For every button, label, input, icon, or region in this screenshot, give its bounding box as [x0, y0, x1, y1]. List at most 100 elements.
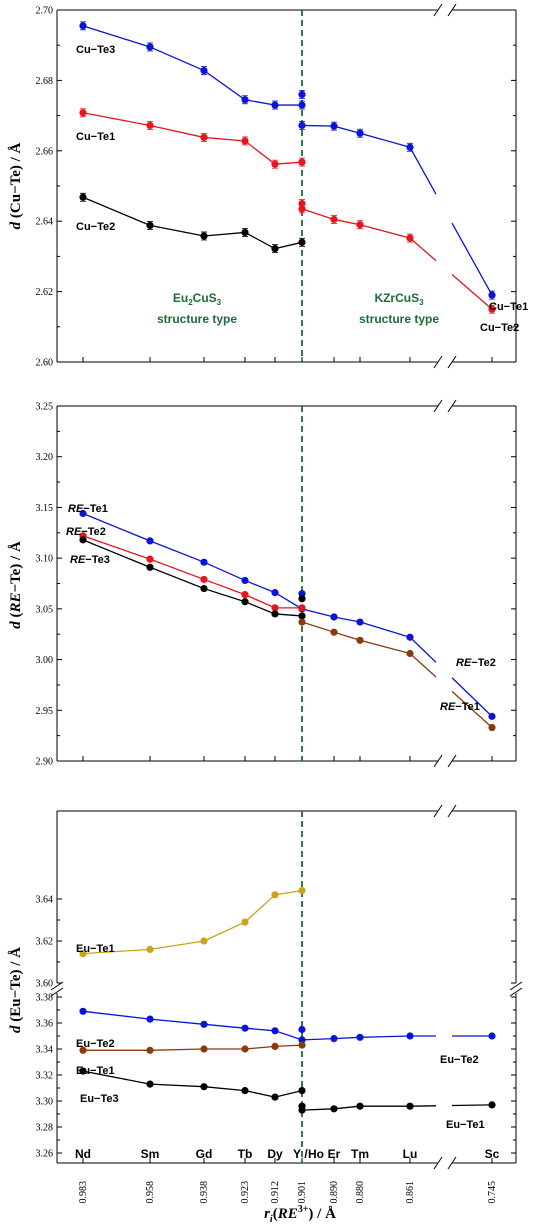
data-point — [488, 1032, 496, 1040]
y-tick-label: 3.05 — [36, 604, 54, 615]
data-point — [356, 618, 364, 626]
structure-type-left: Eu2CuS3 — [173, 291, 222, 307]
data-point — [298, 200, 306, 208]
category-label-dy: Dy — [267, 1147, 283, 1161]
series-line — [451, 1104, 493, 1107]
data-point — [241, 1087, 249, 1095]
axis-break-mark — [433, 3, 443, 17]
panel-eu-te: 3.60 3.62 3.64 3.26 3.28 3.30 3.32 3.34 3.36 3.38… — [8, 804, 523, 1170]
axis-break-mark — [433, 754, 443, 768]
y-tick-label: 3.32 — [36, 1071, 54, 1082]
axis-break-mark — [447, 399, 457, 413]
series-line — [82, 539, 303, 617]
data-point — [298, 1087, 306, 1095]
series-label: Cu−Te2 — [480, 322, 519, 334]
category-label-gd: Gd — [196, 1147, 213, 1161]
y-tick-label: 3.10 — [36, 554, 54, 565]
data-point — [406, 1102, 414, 1110]
axis-break-mark — [433, 1156, 443, 1170]
radius-tick-label: 0.890 — [329, 1181, 340, 1204]
data-point — [271, 1042, 279, 1050]
y-tick-label: 3.15 — [36, 503, 54, 514]
radius-tick-label: 0.938 — [199, 1181, 210, 1204]
data-point — [330, 1105, 338, 1113]
data-point — [146, 121, 154, 130]
data-point — [271, 589, 279, 597]
series — [79, 1007, 496, 1044]
axis-break-mark — [50, 987, 64, 997]
series-line — [301, 124, 411, 148]
radius-tick-label: 0.901 — [297, 1181, 308, 1204]
y-axis-label: d (Cu−Te) / Å — [8, 142, 24, 229]
category-label-ho: Ho — [308, 1147, 324, 1161]
data-point — [241, 598, 249, 606]
series-line — [82, 1070, 303, 1098]
category-label-er: Er — [328, 1147, 341, 1161]
data-point — [79, 536, 87, 544]
data-point — [298, 205, 306, 213]
data-point — [200, 1020, 208, 1028]
series-line — [82, 112, 303, 165]
y-tick-label: 3.20 — [36, 452, 54, 463]
axis-break-mark — [433, 399, 443, 413]
y-tick-label: 2.66 — [36, 146, 54, 157]
data-point — [200, 1045, 208, 1053]
data-point — [356, 221, 364, 229]
data-point — [488, 305, 496, 313]
data-point — [146, 1015, 154, 1023]
data-point — [298, 595, 306, 603]
series-line — [409, 653, 437, 678]
series-line — [82, 535, 302, 609]
y-axis-label: d (RE−Te) / Å — [8, 541, 24, 629]
axis-break-mark — [447, 1156, 457, 1170]
series-line — [82, 196, 303, 250]
data-point — [146, 537, 154, 545]
series-line — [301, 208, 411, 239]
data-point — [271, 1093, 279, 1101]
category-label-sc: Sc — [485, 1147, 500, 1161]
data-point — [356, 636, 364, 644]
axis-break-mark — [447, 804, 457, 818]
category-label-sm: Sm — [141, 1147, 160, 1161]
series-label: Cu−Te1 — [489, 301, 528, 313]
data-point — [241, 1045, 249, 1053]
panel-re-te: 2.90 2.95 3.00 3.05 3.10 3.15 3.20 3.25 d (RE−Te… — [8, 399, 517, 768]
data-point — [146, 563, 154, 571]
series-label: Eu−Te2 — [76, 1038, 115, 1050]
data-point — [271, 245, 279, 253]
x-axis-labels: Nd Sm Gd Tb Dy Y Ho Er Tm Lu Sc / 0.983 0.958 0.938 0.9… — [75, 1147, 500, 1204]
data-point — [298, 612, 306, 620]
data-point — [488, 723, 496, 732]
data-point — [241, 1024, 249, 1032]
category-label-nd: Nd — [75, 1147, 91, 1161]
data-point — [79, 1046, 87, 1054]
series — [79, 108, 306, 169]
data-point — [298, 90, 306, 99]
data-point — [406, 143, 414, 151]
x-axis-label: ri(RE3+) / Å — [264, 1204, 336, 1225]
data-point — [79, 509, 87, 518]
data-point — [146, 1080, 154, 1088]
radius-tick-label: 0.745 — [487, 1181, 498, 1204]
data-point — [488, 1101, 496, 1109]
data-point — [298, 121, 306, 130]
data-point — [298, 1036, 306, 1044]
structure-type-right-line2: structure type — [359, 312, 439, 326]
data-point — [271, 604, 279, 612]
axis-break-mark — [433, 355, 443, 369]
series-label: RE−Te1 — [68, 503, 108, 515]
series — [298, 199, 496, 314]
data-point — [79, 109, 87, 117]
data-point — [79, 1067, 87, 1075]
data-point — [298, 1102, 306, 1110]
series — [79, 192, 306, 254]
series-label: Cu−Te3 — [76, 44, 115, 56]
data-point — [330, 613, 338, 621]
data-point — [200, 558, 208, 566]
panel-cu-te: 2.60 2.62 2.64 2.66 2.68 2.70 d (Cu−Te) / Å Cu−… — [8, 3, 528, 369]
y-tick-label: 2.62 — [36, 287, 54, 298]
data-point — [330, 122, 338, 130]
data-point — [79, 950, 87, 958]
axis-break-mark — [509, 987, 523, 997]
